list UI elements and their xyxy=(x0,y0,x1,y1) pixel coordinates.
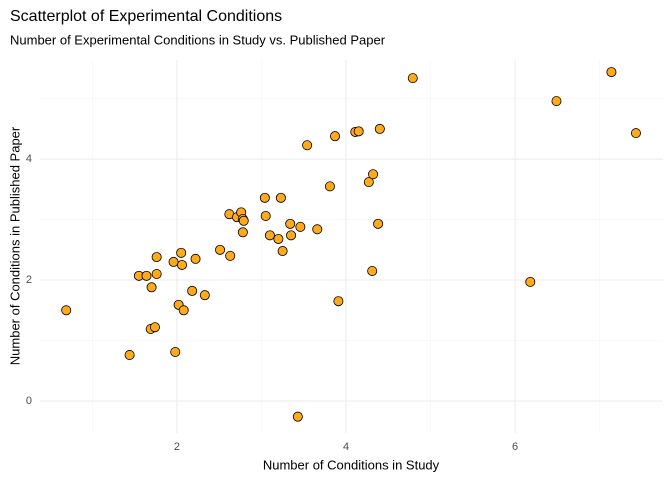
point xyxy=(61,305,72,316)
point xyxy=(259,192,270,203)
point xyxy=(285,218,296,229)
point xyxy=(353,126,364,137)
point xyxy=(324,181,335,192)
point xyxy=(273,233,284,244)
point xyxy=(525,276,536,287)
point xyxy=(275,192,286,203)
point xyxy=(295,221,306,232)
point xyxy=(292,411,303,422)
point xyxy=(606,67,617,78)
point xyxy=(260,210,271,221)
point xyxy=(151,252,162,263)
point xyxy=(225,250,236,261)
x-tick-label: 6 xyxy=(512,441,518,453)
point xyxy=(178,305,189,316)
x-axis-label: Number of Conditions in Study xyxy=(263,457,440,472)
point xyxy=(237,227,248,238)
point xyxy=(368,169,379,180)
point xyxy=(141,270,152,281)
point xyxy=(363,177,374,188)
point xyxy=(124,350,135,361)
y-tick-label: 4 xyxy=(26,153,32,165)
point xyxy=(146,282,157,293)
chart-subtitle: Number of Experimental Conditions in Stu… xyxy=(10,32,386,47)
point xyxy=(367,265,378,276)
point xyxy=(238,215,249,226)
y-tick-label: 0 xyxy=(26,395,32,407)
point xyxy=(199,290,210,301)
point xyxy=(373,218,384,229)
point xyxy=(630,128,641,139)
point xyxy=(190,253,201,264)
y-axis-label: Number of Conditions in Published Paper xyxy=(7,126,22,365)
point xyxy=(374,123,385,134)
point xyxy=(176,247,187,258)
point xyxy=(286,230,297,241)
point xyxy=(277,246,288,257)
y-tick-label: 2 xyxy=(26,274,32,286)
point xyxy=(330,131,341,142)
point xyxy=(407,73,418,84)
point xyxy=(264,230,275,241)
point xyxy=(170,346,181,357)
x-tick-label: 2 xyxy=(174,441,180,453)
x-tick-label: 4 xyxy=(343,441,349,453)
point xyxy=(333,296,344,307)
point xyxy=(187,285,198,296)
point xyxy=(151,269,162,280)
point xyxy=(551,96,562,107)
point xyxy=(302,140,313,151)
point xyxy=(177,259,188,270)
point xyxy=(215,244,226,255)
chart-title: Scatterplot of Experimental Conditions xyxy=(10,8,282,25)
point xyxy=(149,322,160,333)
point xyxy=(312,224,323,235)
point xyxy=(168,256,179,267)
